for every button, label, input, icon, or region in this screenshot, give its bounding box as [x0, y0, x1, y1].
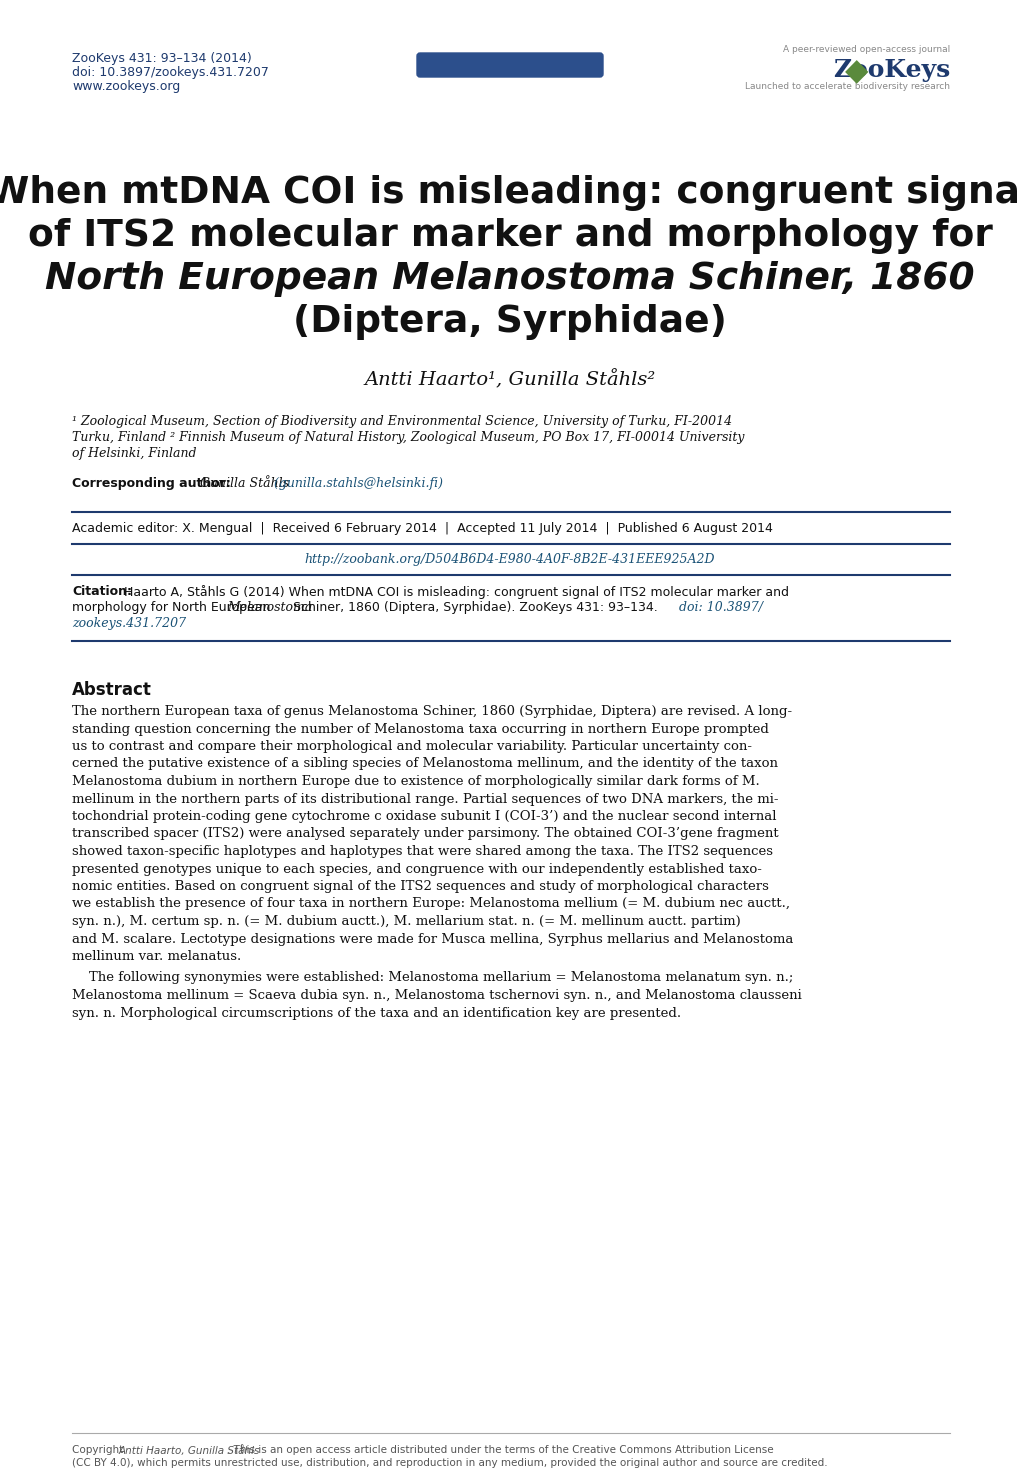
Text: http://zoobank.org/D504B6D4-E980-4A0F-8B2E-431EEE925A2D: http://zoobank.org/D504B6D4-E980-4A0F-8B… — [305, 553, 714, 567]
Text: Schiner, 1860 (Diptera, Syrphidae). ZooKeys 431: 93–134.: Schiner, 1860 (Diptera, Syrphidae). ZooK… — [288, 601, 661, 614]
Text: www.zookeys.org: www.zookeys.org — [72, 80, 180, 93]
Text: The following synonymies were established: Melanostoma mellarium = Melanostoma m: The following synonymies were establishe… — [72, 971, 793, 985]
Text: of Helsinki, Finland: of Helsinki, Finland — [72, 446, 197, 460]
Text: Abstract: Abstract — [72, 681, 152, 698]
Text: Melanostoma dubium in northern Europe due to existence of morphologically simila: Melanostoma dubium in northern Europe du… — [72, 776, 759, 787]
Text: presented genotypes unique to each species, and congruence with our independentl: presented genotypes unique to each speci… — [72, 863, 761, 875]
Text: cerned the putative existence of a sibling species of Melanostoma mellinum, and : cerned the putative existence of a sibli… — [72, 758, 777, 771]
Text: morphology for North European: morphology for North European — [72, 601, 274, 614]
Text: A peer-reviewed open-access journal: A peer-reviewed open-access journal — [782, 44, 949, 53]
Text: doi: 10.3897/: doi: 10.3897/ — [679, 601, 762, 614]
Text: syn. n.), M. certum sp. n. (= M. dubium auctt.), M. mellarium stat. n. (= M. mel: syn. n.), M. certum sp. n. (= M. dubium … — [72, 915, 740, 928]
Text: Antti Haarto¹, Gunilla Ståhls²: Antti Haarto¹, Gunilla Ståhls² — [364, 369, 655, 390]
Text: Copyright: Copyright — [72, 1444, 126, 1455]
Text: syn. n. Morphological circumscriptions of the taxa and an identification key are: syn. n. Morphological circumscriptions o… — [72, 1007, 681, 1019]
Text: Melanostoma: Melanostoma — [227, 601, 312, 614]
Text: Turku, Finland ² Finnish Museum of Natural History, Zoological Museum, PO Box 17: Turku, Finland ² Finnish Museum of Natur… — [72, 432, 744, 443]
Text: standing question concerning the number of Melanostoma taxa occurring in norther: standing question concerning the number … — [72, 722, 768, 736]
Text: . This is an open access article distributed under the terms of the Creative Com: . This is an open access article distrib… — [227, 1444, 772, 1455]
Text: The northern European taxa of genus Melanostoma Schiner, 1860 (Syrphidae, Dipter: The northern European taxa of genus Mela… — [72, 704, 792, 718]
Text: tochondrial protein-coding gene cytochrome c oxidase subunit I (COI-3’) and the : tochondrial protein-coding gene cytochro… — [72, 810, 775, 823]
Text: showed taxon-specific haplotypes and haplotypes that were shared among the taxa.: showed taxon-specific haplotypes and hap… — [72, 845, 772, 859]
Text: ZooKeys: ZooKeys — [832, 58, 949, 82]
Text: When mtDNA COI is misleading: congruent signal: When mtDNA COI is misleading: congruent … — [0, 175, 1019, 211]
Text: mellinum var. melanatus.: mellinum var. melanatus. — [72, 951, 242, 962]
Text: Gunilla Ståhls: Gunilla Ståhls — [200, 478, 288, 489]
Text: Melanostoma mellinum = Scaeva dubia syn. n., Melanostoma tschernovi syn. n., and: Melanostoma mellinum = Scaeva dubia syn.… — [72, 989, 801, 1003]
Text: transcribed spacer (ITS2) were analysed separately under parsimony. The obtained: transcribed spacer (ITS2) were analysed … — [72, 828, 777, 841]
Text: mellinum in the northern parts of its distributional range. Partial sequences of: mellinum in the northern parts of its di… — [72, 792, 777, 805]
FancyBboxPatch shape — [417, 53, 602, 77]
Text: doi: 10.3897/zookeys.431.7207: doi: 10.3897/zookeys.431.7207 — [72, 67, 269, 79]
Text: Antti Haarto, Gunilla Ståhls: Antti Haarto, Gunilla Ståhls — [119, 1444, 260, 1456]
Text: (Diptera, Syrphidae): (Diptera, Syrphidae) — [292, 304, 727, 340]
Text: of ITS2 molecular marker and morphology for: of ITS2 molecular marker and morphology … — [28, 218, 991, 254]
Text: ◆: ◆ — [844, 56, 867, 86]
Text: Haarto A, Ståhls G (2014) When mtDNA COI is misleading: congruent signal of ITS2: Haarto A, Ståhls G (2014) When mtDNA COI… — [120, 584, 789, 599]
Text: and M. scalare. Lectotype designations were made for Musca mellina, Syrphus mell: and M. scalare. Lectotype designations w… — [72, 933, 793, 946]
Text: ZooKeys 431: 93–134 (2014): ZooKeys 431: 93–134 (2014) — [72, 52, 252, 65]
Text: us to contrast and compare their morphological and molecular variability. Partic: us to contrast and compare their morphol… — [72, 740, 751, 753]
Text: Academic editor: X. Mengual  |  Received 6 February 2014  |  Accepted 11 July 20: Academic editor: X. Mengual | Received 6… — [72, 522, 772, 535]
Text: ¹ Zoological Museum, Section of Biodiversity and Environmental Science, Universi: ¹ Zoological Museum, Section of Biodiver… — [72, 415, 732, 429]
Text: Launched to accelerate biodiversity research: Launched to accelerate biodiversity rese… — [744, 82, 949, 90]
Text: we establish the presence of four taxa in northern Europe: Melanostoma mellium (: we establish the presence of four taxa i… — [72, 897, 790, 911]
Text: RESEARCH ARTICLE: RESEARCH ARTICLE — [449, 59, 570, 70]
Text: North European Melanostoma Schiner, 1860: North European Melanostoma Schiner, 1860 — [45, 261, 974, 297]
Text: (CC BY 4.0), which permits unrestricted use, distribution, and reproduction in a: (CC BY 4.0), which permits unrestricted … — [72, 1458, 826, 1468]
Text: (gunilla.stahls@helsinki.fi): (gunilla.stahls@helsinki.fi) — [270, 478, 442, 489]
Text: Citation:: Citation: — [72, 584, 131, 598]
Text: Corresponding author:: Corresponding author: — [72, 478, 235, 489]
Text: zookeys.431.7207: zookeys.431.7207 — [72, 617, 185, 630]
Text: nomic entities. Based on congruent signal of the ITS2 sequences and study of mor: nomic entities. Based on congruent signa… — [72, 879, 768, 893]
